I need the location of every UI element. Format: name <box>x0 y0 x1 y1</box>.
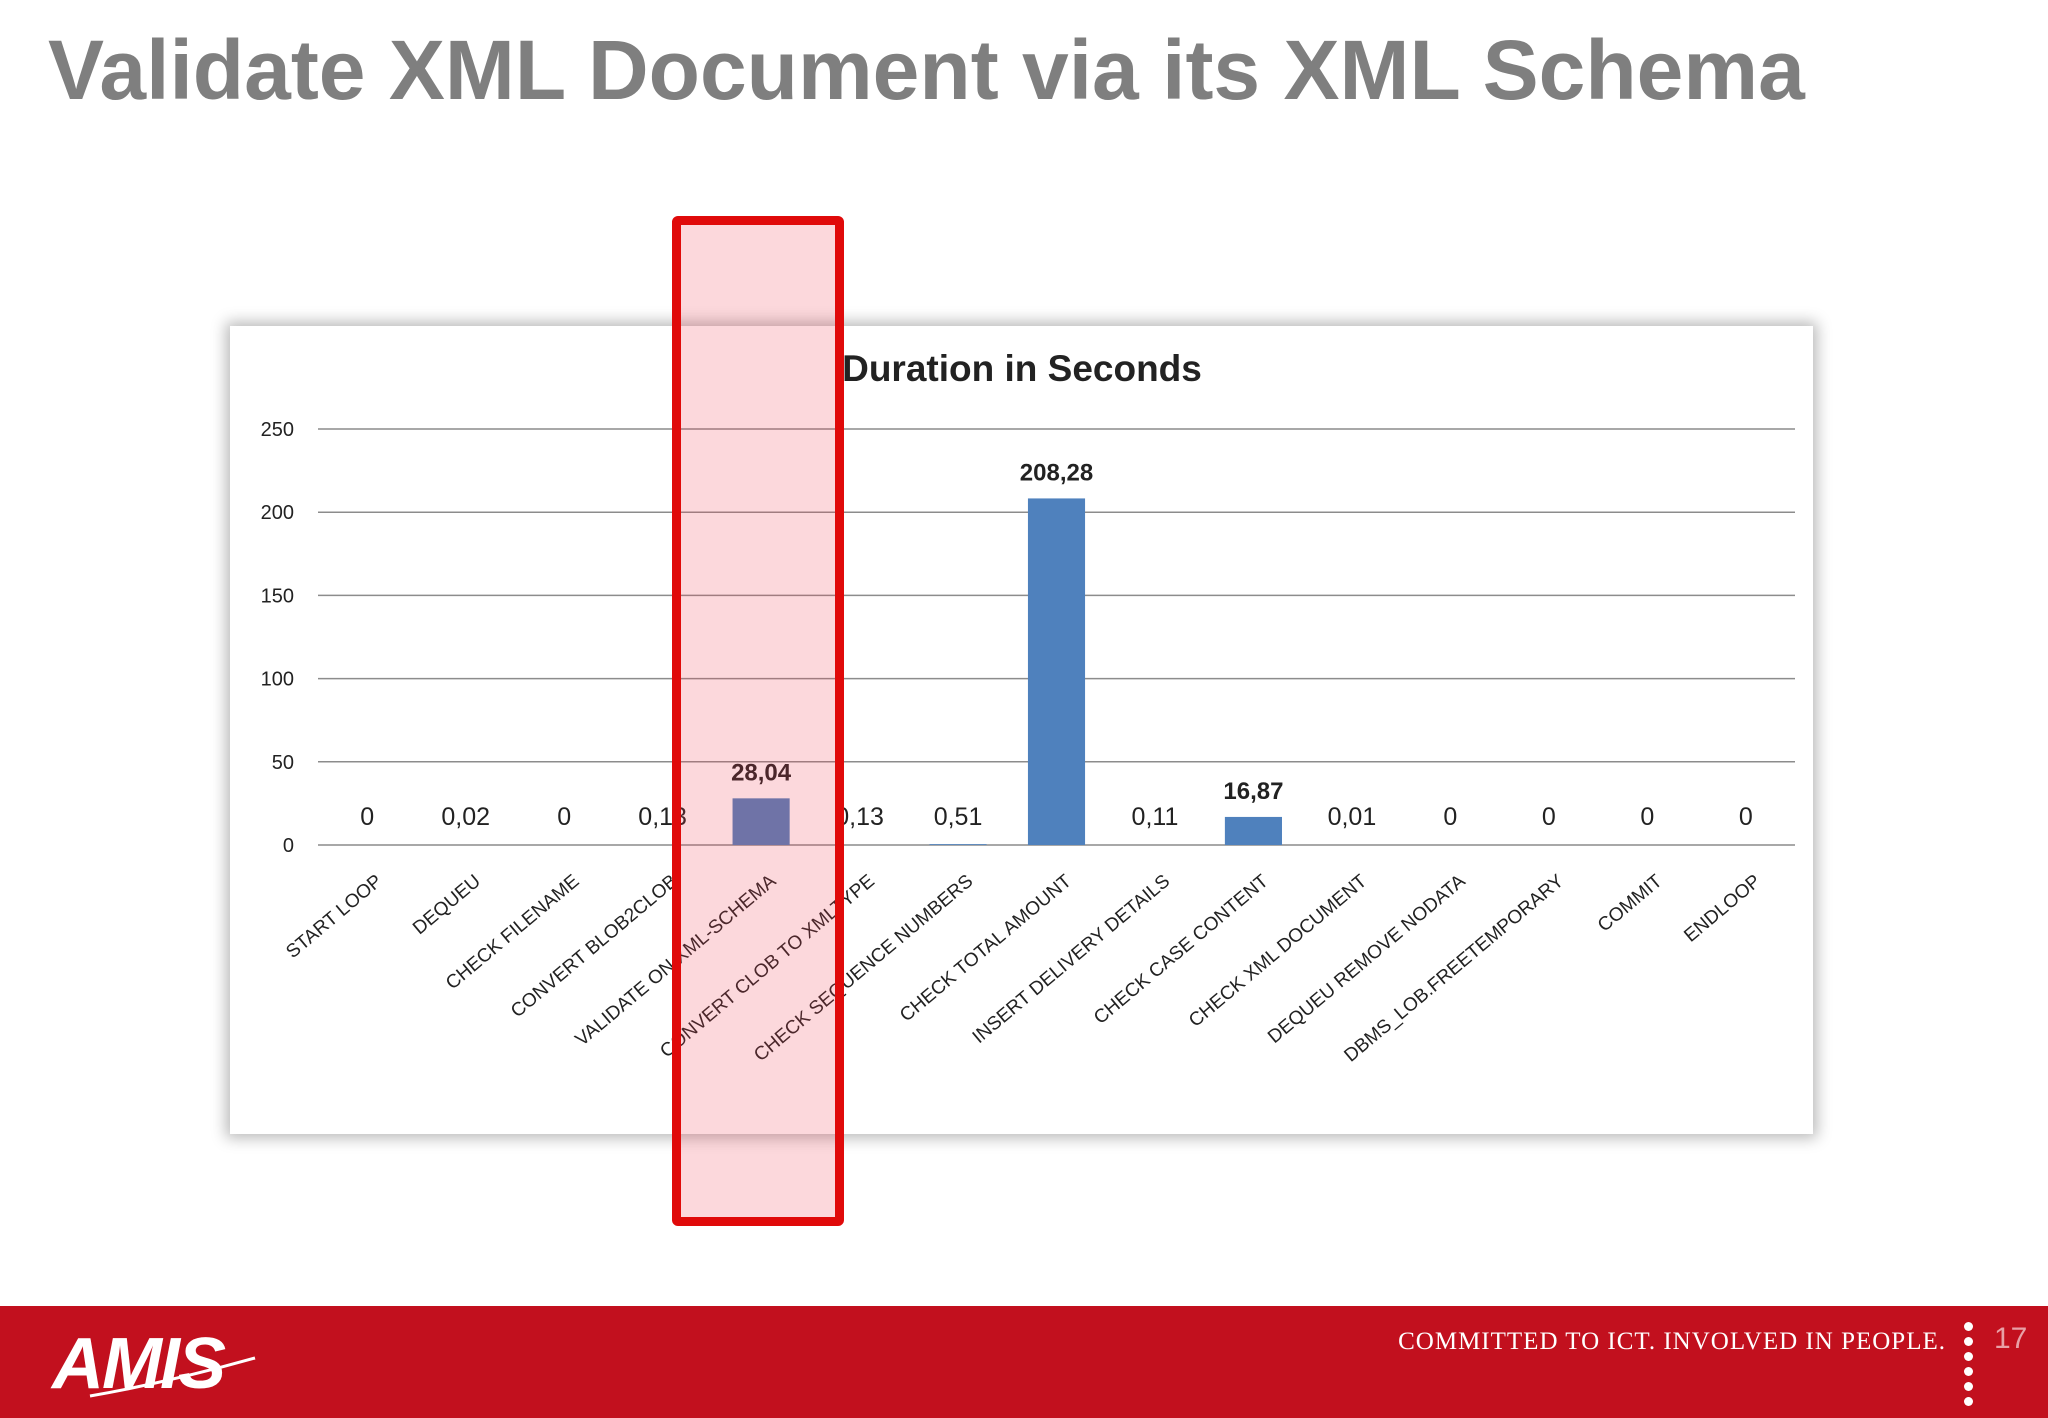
footer-bar: AMIS COMMITTED TO ICT. INVOLVED IN PEOPL… <box>0 1306 2048 1418</box>
x-tick-label: DBMS_LOB.FREETEMPORARY <box>1340 871 1568 1067</box>
x-tick-label: ENDLOOP <box>1680 871 1765 947</box>
y-tick-label: 100 <box>261 669 294 691</box>
bar <box>1224 816 1282 845</box>
x-tick-label: COMMIT <box>1594 870 1667 936</box>
data-label: 0 <box>1443 803 1457 831</box>
y-tick-label: 150 <box>261 585 294 607</box>
x-tick-label: INSERT DELIVERY DETAILS <box>969 871 1174 1048</box>
x-tick-label: START LOOP <box>282 871 386 963</box>
chart-bars <box>732 498 1282 845</box>
y-tick-label: 0 <box>283 835 294 857</box>
x-tick-label: CHECK CASE CONTENT <box>1090 870 1273 1028</box>
data-label: 0,02 <box>441 803 490 831</box>
bar <box>929 844 987 845</box>
footer-dots-icon <box>1962 1322 1974 1418</box>
bar <box>1027 498 1086 845</box>
data-label: 16,87 <box>1223 778 1283 805</box>
data-label: 208,28 <box>1020 459 1093 486</box>
x-tick-label: DEQUEU REMOVE NODATA <box>1264 871 1470 1048</box>
highlight-box <box>672 216 844 1226</box>
footer-tagline: COMMITTED TO ICT. INVOLVED IN PEOPLE. <box>1398 1328 1946 1355</box>
data-label: 0 <box>360 803 374 831</box>
data-label: 0,11 <box>1132 803 1179 831</box>
data-label: 0,51 <box>934 803 983 831</box>
y-tick-label: 50 <box>272 752 294 774</box>
chart-panel: Duration in Seconds 0 50 100 150 200 250 0 0,0… <box>230 326 1813 1134</box>
bar <box>732 798 790 845</box>
chart-y-axis: 0 50 100 150 200 250 <box>261 419 294 857</box>
data-label: 0 <box>1640 803 1654 831</box>
data-label: 0 <box>557 803 571 831</box>
x-tick-label: CHECK TOTAL AMOUNT <box>896 870 1076 1026</box>
x-tick-label: CONVERT BLOB2CLOB <box>507 871 682 1022</box>
data-label: 28,04 <box>731 759 792 786</box>
slide-title: Validate XML Document via its XML Schema <box>48 23 1805 117</box>
chart-title: Duration in Seconds <box>842 348 1202 389</box>
y-tick-label: 250 <box>261 419 294 441</box>
svg-text:AMIS: AMIS <box>50 1324 226 1402</box>
amis-logo: AMIS <box>50 1324 256 1402</box>
data-label: 0 <box>1542 803 1556 831</box>
x-tick-label: CHECK XML DOCUMENT <box>1185 870 1371 1031</box>
x-tick-label: DEQUEU <box>409 871 485 939</box>
page-number: 17 <box>1994 1322 2028 1355</box>
data-label: 0 <box>1739 803 1753 831</box>
data-label: 0,01 <box>1328 803 1377 831</box>
y-tick-label: 200 <box>261 502 294 524</box>
bar-chart: Duration in Seconds 0 50 100 150 200 250 0 0,0… <box>261 348 1795 1066</box>
